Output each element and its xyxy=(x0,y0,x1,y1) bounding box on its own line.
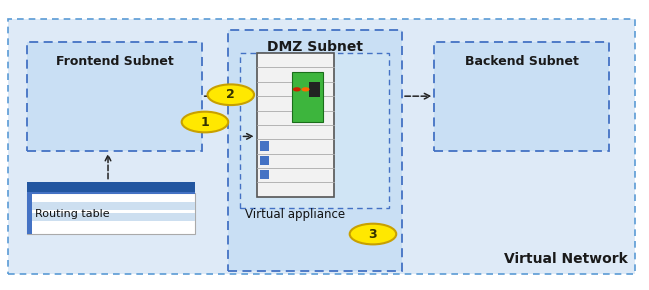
Text: 1: 1 xyxy=(201,115,210,128)
Bar xyxy=(27,193,195,234)
Bar xyxy=(27,192,195,194)
Bar xyxy=(256,53,334,197)
Circle shape xyxy=(208,84,254,105)
Bar xyxy=(27,182,195,193)
Text: Frontend Subnet: Frontend Subnet xyxy=(56,55,173,68)
Text: Routing table: Routing table xyxy=(35,209,110,219)
Circle shape xyxy=(302,88,309,91)
Text: Virtual appliance: Virtual appliance xyxy=(245,208,345,221)
Circle shape xyxy=(350,224,397,244)
Bar xyxy=(292,72,323,122)
Bar xyxy=(241,53,389,208)
Text: Backend Subnet: Backend Subnet xyxy=(465,55,578,68)
Bar xyxy=(434,41,609,151)
Text: 3: 3 xyxy=(369,228,377,240)
Circle shape xyxy=(182,112,228,132)
Text: 2: 2 xyxy=(227,88,235,101)
Bar xyxy=(310,82,320,97)
Circle shape xyxy=(293,88,300,91)
Bar xyxy=(260,142,269,151)
Bar xyxy=(32,213,195,221)
Bar xyxy=(260,170,269,180)
Text: DMZ Subnet: DMZ Subnet xyxy=(267,40,363,54)
Bar xyxy=(32,202,195,210)
Text: Virtual Network: Virtual Network xyxy=(504,252,628,266)
Bar xyxy=(260,156,269,165)
Bar xyxy=(27,41,202,151)
Bar xyxy=(228,30,402,271)
Bar xyxy=(8,19,635,274)
Bar xyxy=(27,193,32,234)
